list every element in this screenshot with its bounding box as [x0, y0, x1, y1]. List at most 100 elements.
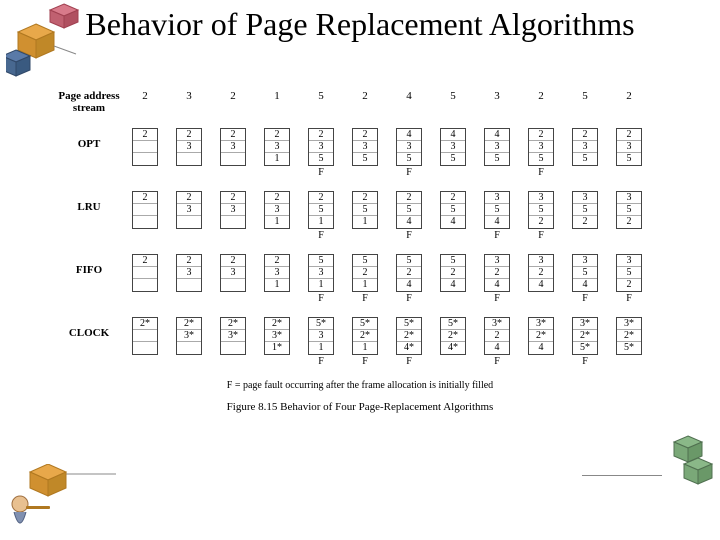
fault-marker: F	[318, 167, 324, 177]
frame-cell: 2	[617, 129, 641, 141]
deco-person-bottom-left	[8, 464, 118, 534]
frame-cell: 3	[309, 330, 333, 342]
frame-stack: 235	[528, 128, 554, 166]
frame-cell: 2	[617, 279, 641, 291]
frame-col: 352	[568, 191, 602, 240]
frame-cell: 2*	[441, 330, 465, 342]
frame-cell: 5	[397, 204, 421, 216]
frame-cell: 5	[617, 153, 641, 165]
frame-stack: 354	[572, 254, 598, 292]
stream-value: 5	[450, 90, 456, 102]
frame-cell: 2	[177, 255, 201, 267]
frame-stack: 251	[352, 191, 378, 229]
frame-stack: 254	[440, 191, 466, 229]
frame-cell: 3	[485, 141, 509, 153]
frame-cell: 2	[441, 192, 465, 204]
frame-cell: .	[221, 342, 245, 354]
frame-cell: 3	[617, 192, 641, 204]
algo-label: CLOCK	[50, 317, 128, 339]
fault-marker: F	[362, 356, 368, 366]
frame-col: 235F	[304, 128, 338, 177]
frame-col: 251	[348, 191, 382, 240]
frame-col: 3*2*5*F	[568, 317, 602, 366]
frame-stack: 235	[308, 128, 334, 166]
frame-cell: 3	[529, 141, 553, 153]
fault-marker: F	[582, 293, 588, 303]
frame-cell: .	[221, 153, 245, 165]
frame-cell: 3*	[485, 318, 509, 330]
frame-cell: 2	[353, 129, 377, 141]
frame-cell: 3	[485, 192, 509, 204]
frame-cell: .	[133, 216, 157, 228]
frame-stack: 231	[264, 191, 290, 229]
frame-col: 2*3*.	[172, 317, 206, 366]
frame-cell: 5	[397, 255, 421, 267]
frame-cell: 3	[221, 267, 245, 279]
frame-col: 235	[568, 128, 602, 177]
deco-cubes-top-left	[6, 2, 106, 82]
frame-cell: .	[221, 216, 245, 228]
frame-col: 231	[260, 254, 294, 303]
stream-value: 2	[142, 90, 148, 102]
frame-col: 352F	[612, 254, 646, 303]
frame-cell: 5	[309, 153, 333, 165]
frame-cell: 4	[529, 279, 553, 291]
frame-stack: 3*2*4	[528, 317, 554, 355]
frame-cell: 3	[177, 204, 201, 216]
frame-cell: 4	[397, 279, 421, 291]
frame-stack: 2..	[132, 254, 158, 292]
frame-cell: 2	[221, 129, 245, 141]
frame-cell: 2*	[617, 330, 641, 342]
frame-cell: 1	[309, 342, 333, 354]
stream-col: 3	[172, 90, 206, 102]
frame-stack: 352	[616, 191, 642, 229]
frame-col: 5*2*1F	[348, 317, 382, 366]
frame-stack: 435	[396, 128, 422, 166]
frame-cell: 4	[441, 216, 465, 228]
frame-col: 524	[436, 254, 470, 303]
frame-cell: 3	[441, 141, 465, 153]
frame-col: 324F	[480, 254, 514, 303]
frame-cell: 3	[177, 267, 201, 279]
frame-stack: 23.	[176, 128, 202, 166]
frame-stack: 235	[572, 128, 598, 166]
frame-cell: 3	[573, 192, 597, 204]
frame-cell: 2	[221, 255, 245, 267]
frame-stack: 3*2*5*	[572, 317, 598, 355]
frame-cell: 5*	[397, 318, 421, 330]
frame-col: 352	[612, 191, 646, 240]
frame-cell: 5	[353, 153, 377, 165]
frame-cell: 2	[397, 267, 421, 279]
frame-cell: 5*	[353, 318, 377, 330]
frame-cell: 5	[353, 204, 377, 216]
frame-stack: 2*..	[132, 317, 158, 355]
frame-cell: 3	[309, 267, 333, 279]
frame-cell: 5	[397, 153, 421, 165]
stream-value: 2	[362, 90, 368, 102]
frame-cell: 2	[529, 216, 553, 228]
stream-col: 2	[348, 90, 382, 102]
frame-cell: 2	[529, 267, 553, 279]
frame-cell: 4*	[397, 342, 421, 354]
frame-stack: 5*31	[308, 317, 334, 355]
stream-col: 4	[392, 90, 426, 102]
frame-cell: .	[133, 279, 157, 291]
frame-cell: 3	[221, 141, 245, 153]
frame-col: 2..	[128, 128, 162, 177]
frame-cell: 2*	[265, 318, 289, 330]
stream-value: 2	[626, 90, 632, 102]
frame-cell: 5*	[573, 342, 597, 354]
frame-stack: 23.	[220, 254, 246, 292]
frame-cell: 2*	[177, 318, 201, 330]
frame-cell: 2	[573, 129, 597, 141]
frame-col: 531F	[304, 254, 338, 303]
frame-cell: 3	[265, 141, 289, 153]
fault-marker: F	[318, 230, 324, 240]
frame-stack: 435	[440, 128, 466, 166]
frame-col: 524F	[392, 254, 426, 303]
frame-col: 5*2*4*	[436, 317, 470, 366]
frame-col: 521F	[348, 254, 382, 303]
fault-marker: F	[362, 293, 368, 303]
frame-cell: 5	[309, 255, 333, 267]
stream-value: 5	[582, 90, 588, 102]
